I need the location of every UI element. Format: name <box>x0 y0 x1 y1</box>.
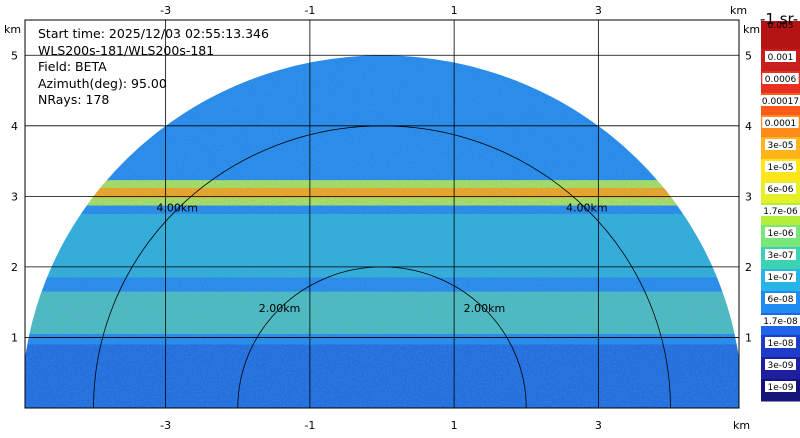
colorbar-top-swatch <box>761 21 800 49</box>
colorbar-label-bg <box>762 73 799 84</box>
colorbar-label-bg <box>765 381 796 392</box>
colorbar-label-bg <box>765 183 796 194</box>
axis-unit-label: km <box>730 4 747 17</box>
colorbar-label-bg <box>765 271 796 282</box>
colorbar-label: 1.7e-08 <box>763 317 798 327</box>
colorbar-label-bg <box>765 51 796 62</box>
info-field: Field: BETA <box>38 59 107 74</box>
x-tick-label-bottom: -3 <box>160 419 171 432</box>
axis-unit-label: km <box>4 23 21 36</box>
colorbar-label: 1e-05 <box>768 163 794 173</box>
colorbar-label: 6e-08 <box>768 295 794 305</box>
info-instrument: WLS200s-181/WLS200s-181 <box>38 43 214 58</box>
y-tick-label-right: 2 <box>745 261 752 274</box>
info-block: Start time: 2025/12/03 02:55:13.346 WLS2… <box>38 26 269 107</box>
x-tick-label-top: 1 <box>451 4 458 17</box>
axis-unit-label: km <box>733 419 750 432</box>
colorbar-label-bg <box>765 293 796 304</box>
colorbar-label: 0.001 <box>768 53 794 63</box>
colorbar-label: 1e-06 <box>768 229 794 239</box>
colorbar-label: 0.0006 <box>765 75 797 85</box>
colorbar-label-bg <box>765 337 796 348</box>
y-tick-label-left: 4 <box>11 120 18 133</box>
colorbar-label: 3e-07 <box>768 251 794 261</box>
colorbar-title: -1 sr- <box>760 10 798 28</box>
range-ring-label: 2.00km <box>259 302 301 315</box>
y-tick-label-left: 1 <box>11 331 18 344</box>
info-azimuth: Azimuth(deg): 95.00 <box>38 76 167 91</box>
plot-frame <box>24 19 740 409</box>
colorbar-label-bg <box>765 161 796 172</box>
info-start-time: Start time: 2025/12/03 02:55:13.346 <box>38 26 269 41</box>
colorbar-label: 0.0001 <box>765 119 797 129</box>
colorbar-label: 1e-07 <box>768 273 794 283</box>
x-tick-label-bottom: 1 <box>451 419 458 432</box>
range-ring-label: 4.00km <box>566 202 608 215</box>
colorbar-label: 3e-09 <box>768 361 794 371</box>
colorbar-label-bg <box>762 117 799 128</box>
colorbar-label: 6e-06 <box>768 185 794 195</box>
y-tick-label-right: 3 <box>745 190 752 203</box>
colorbar-label-bg <box>765 227 796 238</box>
colorbar-label-bg <box>765 249 796 260</box>
colorbar-label: 3e-05 <box>768 141 794 151</box>
x-tick-label-bottom: -1 <box>304 419 315 432</box>
colorbar-label-bg <box>759 315 800 326</box>
colorbar-label: 1.7e-06 <box>763 207 798 217</box>
y-tick-label-left: 5 <box>11 49 18 62</box>
x-tick-label-top: 3 <box>595 4 602 17</box>
y-tick-label-right: 1 <box>745 331 752 344</box>
axis-unit-label: km <box>743 23 760 36</box>
colorbar: 0.003 0.001 0.0006 0.00017 0.0001 3e-05 1e-05 6… <box>759 21 800 402</box>
y-tick-label-left: 2 <box>11 261 18 274</box>
colorbar-top-label: 0.003 <box>768 21 794 31</box>
y-tick-label-right: 4 <box>745 120 752 133</box>
y-tick-label-right: 5 <box>745 49 752 62</box>
colorbar-label: 1e-09 <box>768 383 794 393</box>
colorbar-label-bg <box>765 359 796 370</box>
y-tick-label-left: 3 <box>11 190 18 203</box>
colorbar-label-bg <box>765 139 796 150</box>
x-tick-label-bottom: 3 <box>595 419 602 432</box>
info-nrays: NRays: 178 <box>38 92 109 107</box>
range-ring-label: 4.00km <box>156 202 198 215</box>
x-tick-label-top: -3 <box>160 4 171 17</box>
x-tick-label-top: -1 <box>304 4 315 17</box>
colorbar-label: 1e-08 <box>768 339 794 349</box>
colorbar-label: 0.00017 <box>762 97 799 107</box>
colorbar-label-bg <box>759 95 800 106</box>
range-ring-label: 2.00km <box>464 302 506 315</box>
colorbar-label-bg <box>759 205 800 216</box>
